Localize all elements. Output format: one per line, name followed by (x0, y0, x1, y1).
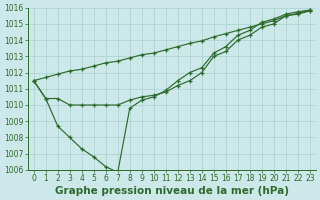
X-axis label: Graphe pression niveau de la mer (hPa): Graphe pression niveau de la mer (hPa) (55, 186, 289, 196)
